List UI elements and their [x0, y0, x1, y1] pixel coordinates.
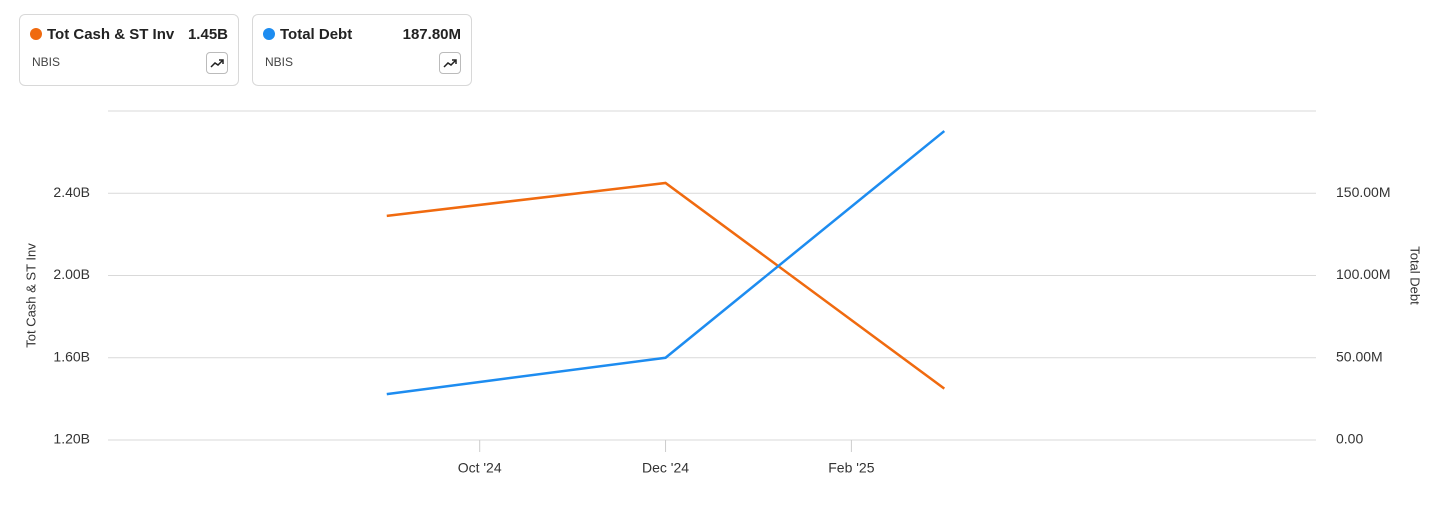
chart-button[interactable] [439, 52, 461, 74]
series-line [386, 181, 946, 390]
y2-tick-label: 150.00M [1336, 184, 1390, 200]
y-axis-title: Tot Cash & ST Inv [23, 243, 38, 348]
legend-dot [263, 28, 275, 40]
y2-axis-title: Total Debt [1408, 246, 1423, 305]
x-tick-label: Oct '24 [458, 460, 502, 476]
y-tick-label: 1.60B [53, 348, 90, 364]
series-card: Total Debt 187.80M NBIS [252, 14, 472, 86]
series-value: 1.45B [187, 26, 228, 43]
trend-icon [210, 59, 224, 68]
y2-tick-label: 0.00 [1336, 431, 1363, 447]
series-card: Tot Cash & ST Inv 1.45B NBIS [19, 14, 239, 86]
y-tick-label: 2.40B [53, 184, 90, 200]
ticker: NBIS [32, 55, 61, 69]
trend-icon [443, 59, 457, 68]
series-value: 187.80M [402, 26, 461, 43]
y-tick-label: 2.00B [53, 266, 90, 282]
x-tick-label: Feb '25 [828, 460, 874, 476]
x-tick-label: Dec '24 [642, 460, 689, 476]
legend-dot [30, 28, 42, 40]
ticker: NBIS [265, 55, 294, 69]
y2-tick-label: 50.00M [1336, 348, 1383, 364]
y2-tick-label: 100.00M [1336, 266, 1390, 282]
y-tick-label: 1.20B [53, 431, 90, 447]
chart-button[interactable] [206, 52, 228, 74]
series-line [386, 130, 946, 396]
